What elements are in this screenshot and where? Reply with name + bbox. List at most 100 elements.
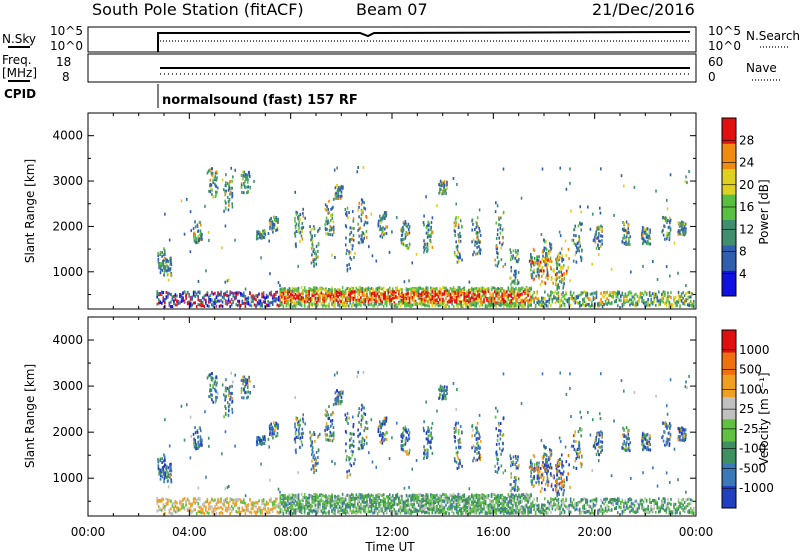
power-echo-cell <box>604 299 607 303</box>
velocity-echo-cell <box>165 503 168 507</box>
power-echo-cell <box>182 291 184 295</box>
power-echo-cell <box>653 296 656 300</box>
power-echo-cell <box>489 302 491 306</box>
power-echo-cell <box>332 225 335 229</box>
power-echo-cell <box>202 296 204 300</box>
velocity-echo-cell <box>233 504 236 508</box>
power-echo-cell <box>385 232 388 236</box>
power-echo-cell <box>398 295 400 299</box>
power-echo-cell <box>214 298 216 302</box>
power-echo-cell <box>288 287 291 291</box>
velocity-echo-cell <box>241 500 244 504</box>
power-echo-cell <box>159 292 162 296</box>
power-echo-cell <box>536 301 538 305</box>
power-echo-cell <box>522 289 525 293</box>
power-echo-cell <box>481 300 484 304</box>
power-echo-cell <box>167 266 170 270</box>
power-echo-cell <box>332 231 335 235</box>
power-echo-cell <box>246 191 248 195</box>
velocity-echo-cell <box>180 501 183 505</box>
power-echo-cell <box>273 293 276 297</box>
velocity-echo-cell <box>417 498 420 502</box>
power-echo-cell <box>537 259 540 263</box>
velocity-echo-cell <box>229 497 231 501</box>
power-echo-cell <box>502 304 505 308</box>
power-echo-cell <box>180 199 183 203</box>
power-echo-cell <box>361 240 363 244</box>
power-echo-cell <box>558 263 561 267</box>
velocity-echo-cell <box>316 511 318 515</box>
velocity-echo-cell <box>419 508 421 512</box>
power-echo-cell <box>495 245 498 249</box>
power-echo-cell <box>539 260 542 264</box>
power-echo-cell <box>200 235 203 239</box>
power-echo-cell <box>290 292 292 296</box>
velocity-echo-cell <box>407 508 409 512</box>
power-echo-cell <box>684 232 687 236</box>
velocity-echo-cell <box>279 494 282 498</box>
power-echo-cell <box>388 302 391 306</box>
power-echo-cell <box>243 294 245 298</box>
power-echo-cell <box>591 292 593 296</box>
velocity-echo-cell <box>396 503 399 507</box>
power-echo-cell <box>205 300 207 304</box>
power-echo-cell <box>385 303 388 307</box>
velocity-echo-cell <box>358 505 361 509</box>
power-echo-cell <box>363 233 366 237</box>
power-echo-cell <box>198 303 201 307</box>
velocity-echo-cell <box>274 506 277 510</box>
velocity-echo-cell <box>167 502 169 506</box>
velocity-echo-cell <box>431 496 434 500</box>
power-echo-cell <box>337 188 339 192</box>
power-echo-cell <box>195 241 198 245</box>
velocity-echo-cell <box>323 494 326 498</box>
power-echo-cell <box>297 214 300 218</box>
power-echo-cell <box>558 270 560 274</box>
power-echo-cell <box>591 300 593 304</box>
power-echo-cell <box>426 242 428 246</box>
power-echo-cell <box>531 260 534 264</box>
power-echo-cell <box>473 250 475 254</box>
power-echo-cell <box>556 285 559 289</box>
power-echo-cell <box>287 292 289 296</box>
power-echo-cell <box>328 294 330 298</box>
velocity-echo-cell <box>419 501 421 505</box>
power-echo-cell <box>355 302 358 306</box>
power-echo-cell <box>569 303 572 307</box>
power-echo-cell <box>630 302 633 306</box>
power-echo-cell <box>350 296 353 300</box>
power-echo-cell <box>293 304 295 308</box>
nave-label: Nave <box>746 61 777 75</box>
power-echo-cell <box>574 253 577 257</box>
power-echo-cell <box>442 286 444 290</box>
power-echo-cell <box>512 299 514 303</box>
velocity-echo-cell <box>354 502 356 506</box>
power-echo-cell <box>158 261 161 265</box>
power-echo-cell <box>423 290 426 294</box>
velocity-echo-cell <box>294 511 297 515</box>
power-echo-cell <box>623 300 625 304</box>
power-echo-cell <box>669 173 672 177</box>
power-echo-cell <box>384 296 386 300</box>
power-echo-cell <box>535 274 537 278</box>
power-echo-cell <box>296 296 298 300</box>
power-echo-cell <box>452 289 455 293</box>
velocity-echo-cell <box>431 511 434 515</box>
power-echo-cell <box>489 292 491 296</box>
velocity-echo-cell <box>308 499 310 503</box>
velocity-echo-cell <box>410 510 412 514</box>
power-echo-cell <box>615 300 618 304</box>
power-echo-cell <box>349 226 352 230</box>
power-echo-cell <box>459 235 462 239</box>
power-echo-cell <box>210 183 213 187</box>
power-echo-cell <box>463 291 466 295</box>
power-echo-cell <box>365 229 368 233</box>
power-echo-cell <box>668 220 671 224</box>
power-echo-cell <box>580 258 583 262</box>
power-echo-cell <box>550 243 553 247</box>
power-echo-cell <box>431 301 434 305</box>
power-echo-cell <box>552 268 554 272</box>
velocity-echo-cell <box>395 501 397 505</box>
power-echo-cell <box>583 297 586 301</box>
